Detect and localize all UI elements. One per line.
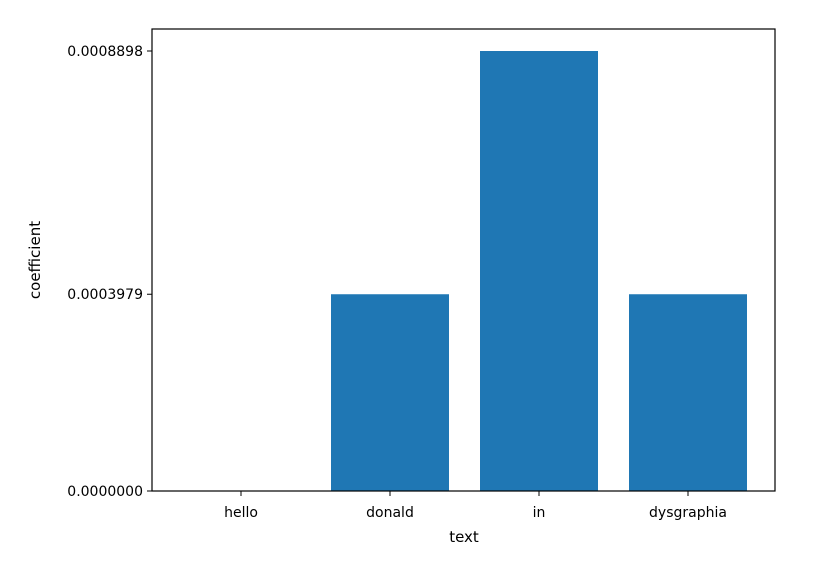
bars-group bbox=[331, 51, 747, 491]
x-axis: hello donald in dysgraphia bbox=[224, 491, 727, 521]
x-tick-label: hello bbox=[224, 505, 258, 521]
x-tick-label: donald bbox=[366, 505, 414, 521]
y-tick-label: 0.0008898 bbox=[67, 44, 143, 60]
plot-frame bbox=[151, 28, 776, 492]
x-tick-label: dysgraphia bbox=[649, 505, 727, 521]
y-axis-title: coefficient bbox=[26, 221, 44, 299]
bar-donald bbox=[331, 294, 449, 491]
bar-in bbox=[480, 51, 598, 491]
y-tick-label: 0.0003979 bbox=[67, 287, 143, 303]
y-tick-label: 0.0000000 bbox=[67, 484, 143, 500]
x-axis-title: text bbox=[449, 528, 479, 546]
x-tick-label: in bbox=[533, 505, 546, 521]
y-axis: 0.0000000 0.0003979 0.0008898 bbox=[67, 44, 152, 500]
bar-dysgraphia bbox=[629, 294, 747, 491]
